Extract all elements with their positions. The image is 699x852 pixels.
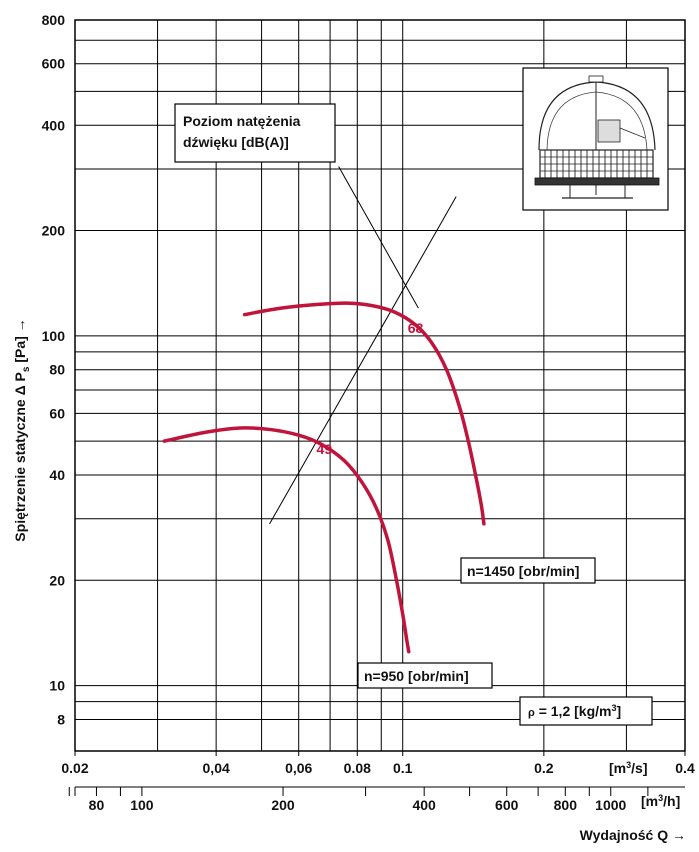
n1450-label: n=1450 [obr/min] (467, 563, 579, 579)
y-tick-label: 8 (57, 711, 65, 727)
x-unit-m3s: [m3/s] (609, 760, 647, 776)
x-axis-title: Wydajność Q → (580, 827, 686, 843)
y-tick-label: 600 (42, 56, 66, 72)
sound-level-box (174, 103, 336, 163)
y-tick-label: 200 (42, 223, 66, 239)
x-unit-m3h: [m3/h] (641, 793, 680, 809)
y-tick-label: 60 (49, 405, 65, 421)
sound-level-value: 49 (317, 441, 333, 457)
curve-n1450 (242, 301, 486, 526)
y-tick-labels: 8 10 20 40 60 80 100 200 400 600 800 (42, 12, 66, 727)
y-tick-label: 800 (42, 12, 66, 28)
x-tick-label-m3h: 1000 (595, 797, 626, 813)
x-tick-label: 0.08 (344, 760, 371, 776)
x-tick-label-m3h: 80 (89, 797, 105, 813)
sound-level-box-line2: dźwięku [dB(A)] (183, 134, 289, 150)
sound-level-line (269, 196, 457, 525)
y-tick-label: 400 (42, 117, 66, 133)
n950-label: n=950 [obr/min] (364, 668, 469, 684)
sound-level-box-line1: Poziom natężenia (183, 113, 301, 129)
x-tick-label: 0.2 (534, 760, 554, 776)
sound-level-value: 68 (408, 320, 424, 336)
n950-label-box (357, 662, 493, 689)
density-box (519, 696, 653, 726)
y-axis-title: Spiętrzenie statyczne Δ Ps [Pa] → (12, 318, 32, 541)
x-tick-label-m3h: 800 (554, 797, 578, 813)
x-tick-label: 0,04 (203, 760, 230, 776)
y-tick-label: 10 (49, 678, 65, 694)
sound-level-values: 68 49 (317, 320, 424, 457)
x-tick-label: 0,06 (285, 760, 312, 776)
x-tick-label-m3h: 600 (495, 797, 519, 813)
fan-illustration (522, 67, 669, 211)
x-tick-label: 0.02 (61, 760, 88, 776)
curve-n950 (162, 426, 411, 654)
y-tick-label: 20 (49, 572, 65, 588)
density-label: ρ = 1,2 [kg/m3] (528, 703, 621, 719)
n1450-label-box (460, 557, 596, 584)
sound-label-leader-line (338, 166, 419, 309)
x-tick-labels-m3s: 0.02 0,04 0,06 0.08 0.1 0.2 0.4 (61, 751, 695, 776)
x-tick-label-m3h: 200 (271, 797, 295, 813)
x-tick-label-m3h: 100 (130, 797, 154, 813)
fan-curves (162, 301, 486, 654)
y-tick-label: 80 (49, 362, 65, 378)
y-tick-label: 40 (49, 467, 65, 483)
x-tick-label: 0.1 (393, 760, 413, 776)
x-tick-labels-m3h: 80 100 200 400 600 800 1000 (68, 787, 649, 813)
y-tick-label: 100 (42, 328, 66, 344)
x-tick-label: 0.4 (675, 760, 695, 776)
x-tick-label-m3h: 400 (412, 797, 436, 813)
